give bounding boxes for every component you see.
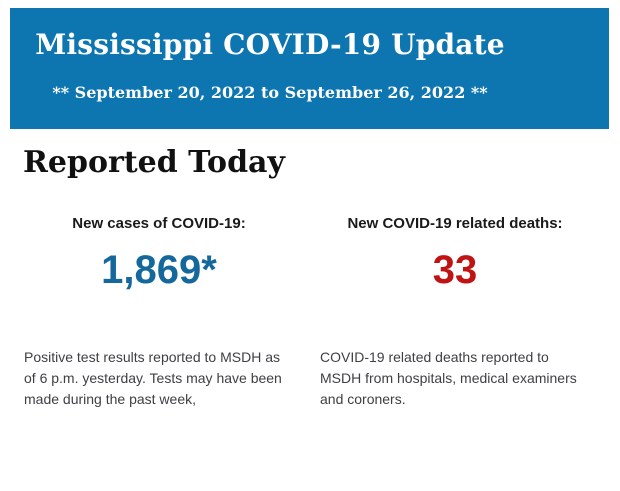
report-content: Reported Today New cases of COVID-19: 1,…	[0, 145, 620, 410]
banner-date-range: ** September 20, 2022 to September 26, 2…	[52, 83, 488, 102]
stats-grid: New cases of COVID-19: 1,869* Positive t…	[24, 215, 590, 410]
new-deaths-stat: New COVID-19 related deaths: 33 COVID-19…	[320, 215, 590, 410]
banner-inner: Mississippi COVID-19 Update ** September…	[10, 28, 530, 103]
new-deaths-value: 33	[432, 248, 478, 292]
update-banner: Mississippi COVID-19 Update ** September…	[10, 8, 609, 129]
new-deaths-description: COVID-19 related deaths reported to MSDH…	[320, 349, 577, 407]
new-cases-description: Positive test results reported to MSDH a…	[24, 349, 282, 407]
new-cases-label: New cases of COVID-19:	[72, 215, 246, 232]
reported-today-heading: Reported Today	[23, 145, 285, 180]
new-cases-value: 1,869*	[101, 248, 217, 292]
new-deaths-label: New COVID-19 related deaths:	[347, 215, 563, 232]
new-cases-stat: New cases of COVID-19: 1,869* Positive t…	[24, 215, 294, 410]
banner-title: Mississippi COVID-19 Update	[35, 28, 505, 61]
